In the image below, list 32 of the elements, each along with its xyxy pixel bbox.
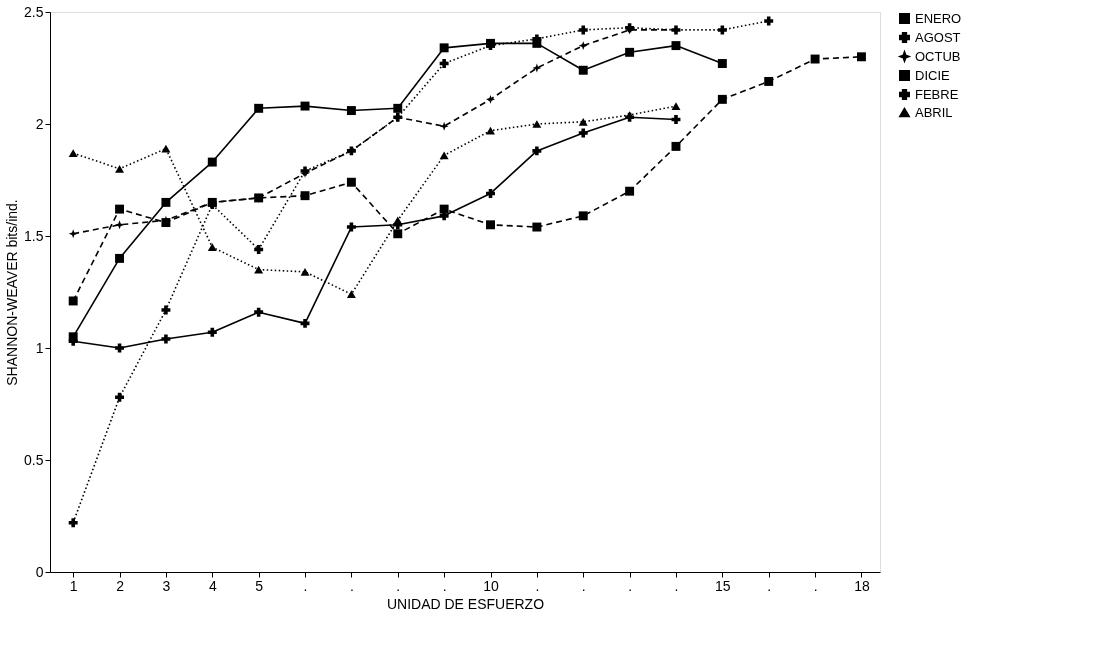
y-tick-label: 0.5	[24, 451, 44, 468]
y-tick-label: 2.5	[24, 3, 44, 20]
legend-label: ENERO	[915, 10, 962, 26]
x-tick-label: 5	[255, 577, 264, 594]
legend-label: FEBRE	[915, 86, 959, 102]
x-axis-title: UNIDAD DE ESFUERZO	[386, 595, 545, 612]
legend-label: DICIE	[915, 67, 950, 83]
x-tick-label: 3	[162, 577, 171, 594]
legend-label: AGOST	[915, 29, 961, 45]
x-tick-label: .	[813, 577, 818, 594]
y-axis-title: SHANNON-WEAVER bits/ind.	[4, 199, 21, 386]
x-tick-label: .	[442, 577, 447, 594]
x-tick-label: 10	[483, 577, 499, 594]
x-tick-label: 2	[116, 577, 125, 594]
x-tick-label: .	[349, 577, 354, 594]
x-tick-label: 18	[854, 577, 870, 594]
legend-label: OCTUB	[915, 48, 961, 64]
legend-label: ABRIL	[915, 104, 953, 120]
x-tick-label: .	[535, 577, 540, 594]
y-tick-label: 2	[35, 115, 44, 132]
x-tick-label: .	[396, 577, 401, 594]
x-tick-label: .	[628, 577, 633, 594]
y-tick-label: 0	[35, 563, 44, 580]
x-tick-label: 1	[69, 577, 78, 594]
x-tick-label: .	[767, 577, 772, 594]
y-tick-label: 1.5	[24, 227, 44, 244]
x-tick-label: .	[674, 577, 679, 594]
x-tick-label: .	[303, 577, 308, 594]
x-tick-label: 15	[715, 577, 731, 594]
x-tick-label: 4	[208, 577, 217, 594]
x-tick-label: .	[581, 577, 586, 594]
y-tick-label: 1	[35, 339, 44, 356]
